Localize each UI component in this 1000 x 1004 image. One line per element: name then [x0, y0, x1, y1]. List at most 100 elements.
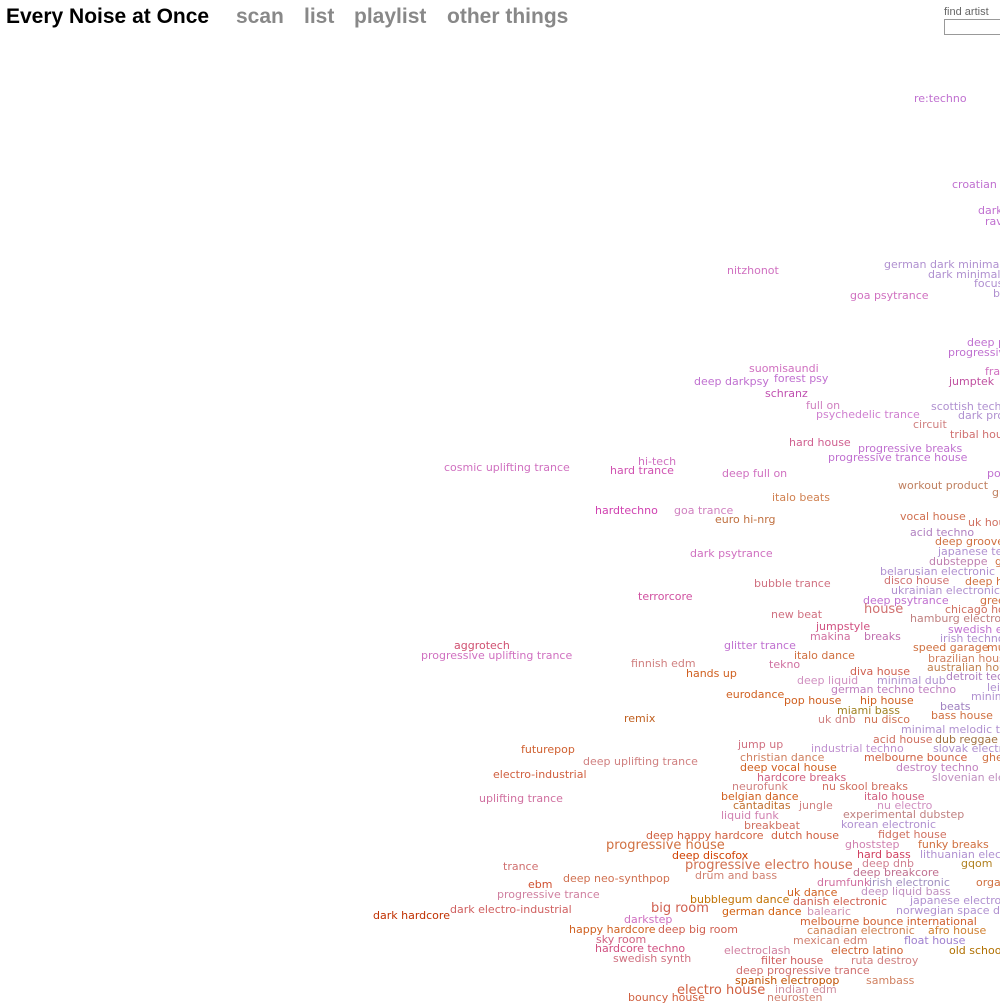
- genre-label[interactable]: hardtechno: [595, 503, 658, 517]
- genre-label[interactable]: workout product: [898, 478, 989, 492]
- genre-label[interactable]: deep darkpsy: [694, 374, 769, 388]
- genre-label[interactable]: miami bass: [837, 703, 900, 717]
- genre-label[interactable]: minimal melodic tech: [901, 722, 1000, 736]
- genre-label[interactable]: electro house: [677, 982, 766, 998]
- genre-label[interactable]: swedish synth: [613, 951, 692, 965]
- genre-label[interactable]: irish electronic: [869, 875, 950, 889]
- genre-label[interactable]: b: [993, 286, 1000, 300]
- genre-label[interactable]: chicago ho: [945, 602, 1000, 616]
- genre-label[interactable]: ebm: [528, 877, 553, 891]
- genre-label[interactable]: focus: [974, 276, 1000, 290]
- genre-label[interactable]: dark: [978, 203, 1000, 217]
- genre-label[interactable]: progressive electro house: [685, 857, 853, 873]
- genre-label[interactable]: circuit: [913, 417, 947, 431]
- genre-label[interactable]: tribal hous: [950, 427, 1000, 441]
- genre-label[interactable]: makina: [810, 629, 851, 643]
- genre-label[interactable]: g: [995, 554, 1000, 568]
- genre-label[interactable]: rav: [985, 214, 1000, 228]
- genre-label[interactable]: dark prog: [958, 408, 1000, 422]
- genre-label[interactable]: deep discofox: [672, 848, 749, 862]
- genre-label[interactable]: pol: [987, 466, 1000, 480]
- genre-label[interactable]: deep h: [965, 574, 1000, 588]
- genre-label[interactable]: mu: [987, 640, 1000, 654]
- genre-label[interactable]: new beat: [771, 607, 823, 621]
- genre-label[interactable]: gqom: [961, 856, 993, 870]
- genre-label[interactable]: deep liquid bass: [861, 884, 951, 898]
- site-title[interactable]: Every Noise at Once: [6, 5, 210, 28]
- genre-label[interactable]: melbourne bounce international: [800, 914, 977, 928]
- genre-label[interactable]: glitter trance: [724, 638, 796, 652]
- genre-label[interactable]: minim: [971, 689, 1000, 703]
- genre-label[interactable]: german dark minimal tec: [884, 257, 1000, 271]
- genre-label[interactable]: deep dnb: [862, 856, 914, 870]
- genre-label[interactable]: detroit tech: [946, 669, 1000, 683]
- genre-label[interactable]: jumpstyle: [816, 619, 871, 633]
- genre-label[interactable]: uk hou: [968, 515, 1000, 529]
- genre-label[interactable]: minimal dub: [877, 673, 946, 687]
- genre-label[interactable]: christian dance: [740, 750, 825, 764]
- genre-label[interactable]: nu disco: [864, 712, 910, 726]
- genre-label[interactable]: indian edm: [775, 982, 837, 996]
- genre-label[interactable]: brazilian house: [928, 651, 1000, 665]
- genre-label[interactable]: uplifting trance: [479, 791, 563, 805]
- genre-label[interactable]: progressive uplifting trance: [421, 648, 573, 662]
- genre-label[interactable]: big room: [651, 900, 709, 916]
- genre-label[interactable]: slovenian ele: [932, 770, 1000, 784]
- genre-label[interactable]: remix: [624, 711, 656, 725]
- genre-label[interactable]: re:techno: [914, 91, 967, 105]
- genre-label[interactable]: orga: [976, 875, 1000, 889]
- genre-label[interactable]: breakbeat: [744, 818, 800, 832]
- genre-label[interactable]: progressive breaks: [858, 441, 963, 455]
- genre-label[interactable]: danish electronic: [793, 894, 887, 908]
- genre-label[interactable]: experimental dubstep: [843, 807, 965, 821]
- search-input[interactable]: [944, 19, 1000, 35]
- genre-label[interactable]: pop house: [784, 693, 842, 707]
- genre-label[interactable]: hardcore breaks: [757, 770, 847, 784]
- genre-label[interactable]: destroy techno: [896, 760, 979, 774]
- genre-label[interactable]: ghe: [982, 750, 1000, 764]
- genre-label[interactable]: deep big room: [658, 922, 738, 936]
- genre-label[interactable]: finnish edm: [631, 656, 696, 670]
- genre-label[interactable]: drumfunk: [817, 875, 871, 889]
- genre-label[interactable]: australian hous: [927, 660, 1000, 674]
- genre-label[interactable]: sky room: [596, 932, 647, 946]
- genre-label[interactable]: italo house: [864, 789, 925, 803]
- genre-label[interactable]: deep groove: [935, 534, 1000, 548]
- genre-label[interactable]: electro-industrial: [493, 767, 587, 781]
- genre-label[interactable]: sambass: [866, 973, 915, 987]
- genre-label[interactable]: dutch house: [771, 828, 839, 842]
- genre-label[interactable]: dark electro-industrial: [450, 902, 572, 916]
- genre-label[interactable]: suomisaundi: [749, 361, 819, 375]
- genre-label[interactable]: hamburg electroni: [910, 611, 1000, 625]
- genre-label[interactable]: funky breaks: [918, 837, 989, 851]
- genre-label[interactable]: japanese electroni: [910, 893, 1000, 907]
- genre-label[interactable]: hard trance: [610, 463, 674, 477]
- genre-label[interactable]: norwegian space disc: [896, 903, 1000, 917]
- genre-label[interactable]: ukrainian electronic: [891, 583, 1000, 597]
- genre-label[interactable]: bubble trance: [754, 576, 831, 590]
- genre-label[interactable]: psychedelic trance: [816, 407, 920, 421]
- genre-label[interactable]: nu electro: [877, 798, 933, 812]
- genre-label[interactable]: progressive: [948, 345, 1000, 359]
- genre-label[interactable]: melbourne bounce: [864, 750, 968, 764]
- genre-label[interactable]: uk dnb: [818, 712, 856, 726]
- genre-label[interactable]: uk dance: [787, 885, 838, 899]
- genre-label[interactable]: cosmic uplifting trance: [444, 460, 570, 474]
- genre-label[interactable]: jump up: [738, 737, 784, 751]
- genre-label[interactable]: jumptek: [949, 374, 995, 388]
- genre-label[interactable]: hardcore techno: [595, 941, 686, 955]
- genre-label[interactable]: drum and bass: [695, 868, 778, 882]
- genre-label[interactable]: acid house: [873, 732, 933, 746]
- genre-label[interactable]: industrial techno: [811, 741, 904, 755]
- genre-label[interactable]: old school: [949, 943, 1000, 957]
- nav-link[interactable]: list: [304, 5, 335, 28]
- genre-label[interactable]: ghoststep: [845, 837, 900, 851]
- genre-label[interactable]: belgian dance: [721, 789, 799, 803]
- genre-label[interactable]: float house: [904, 933, 966, 947]
- genre-label[interactable]: liquid funk: [721, 808, 779, 822]
- genre-label[interactable]: schranz: [765, 386, 808, 400]
- genre-label[interactable]: trance: [503, 859, 539, 873]
- genre-label[interactable]: terrorcore: [638, 589, 693, 603]
- genre-label[interactable]: deep full on: [722, 466, 788, 480]
- genre-label[interactable]: filter house: [761, 953, 824, 967]
